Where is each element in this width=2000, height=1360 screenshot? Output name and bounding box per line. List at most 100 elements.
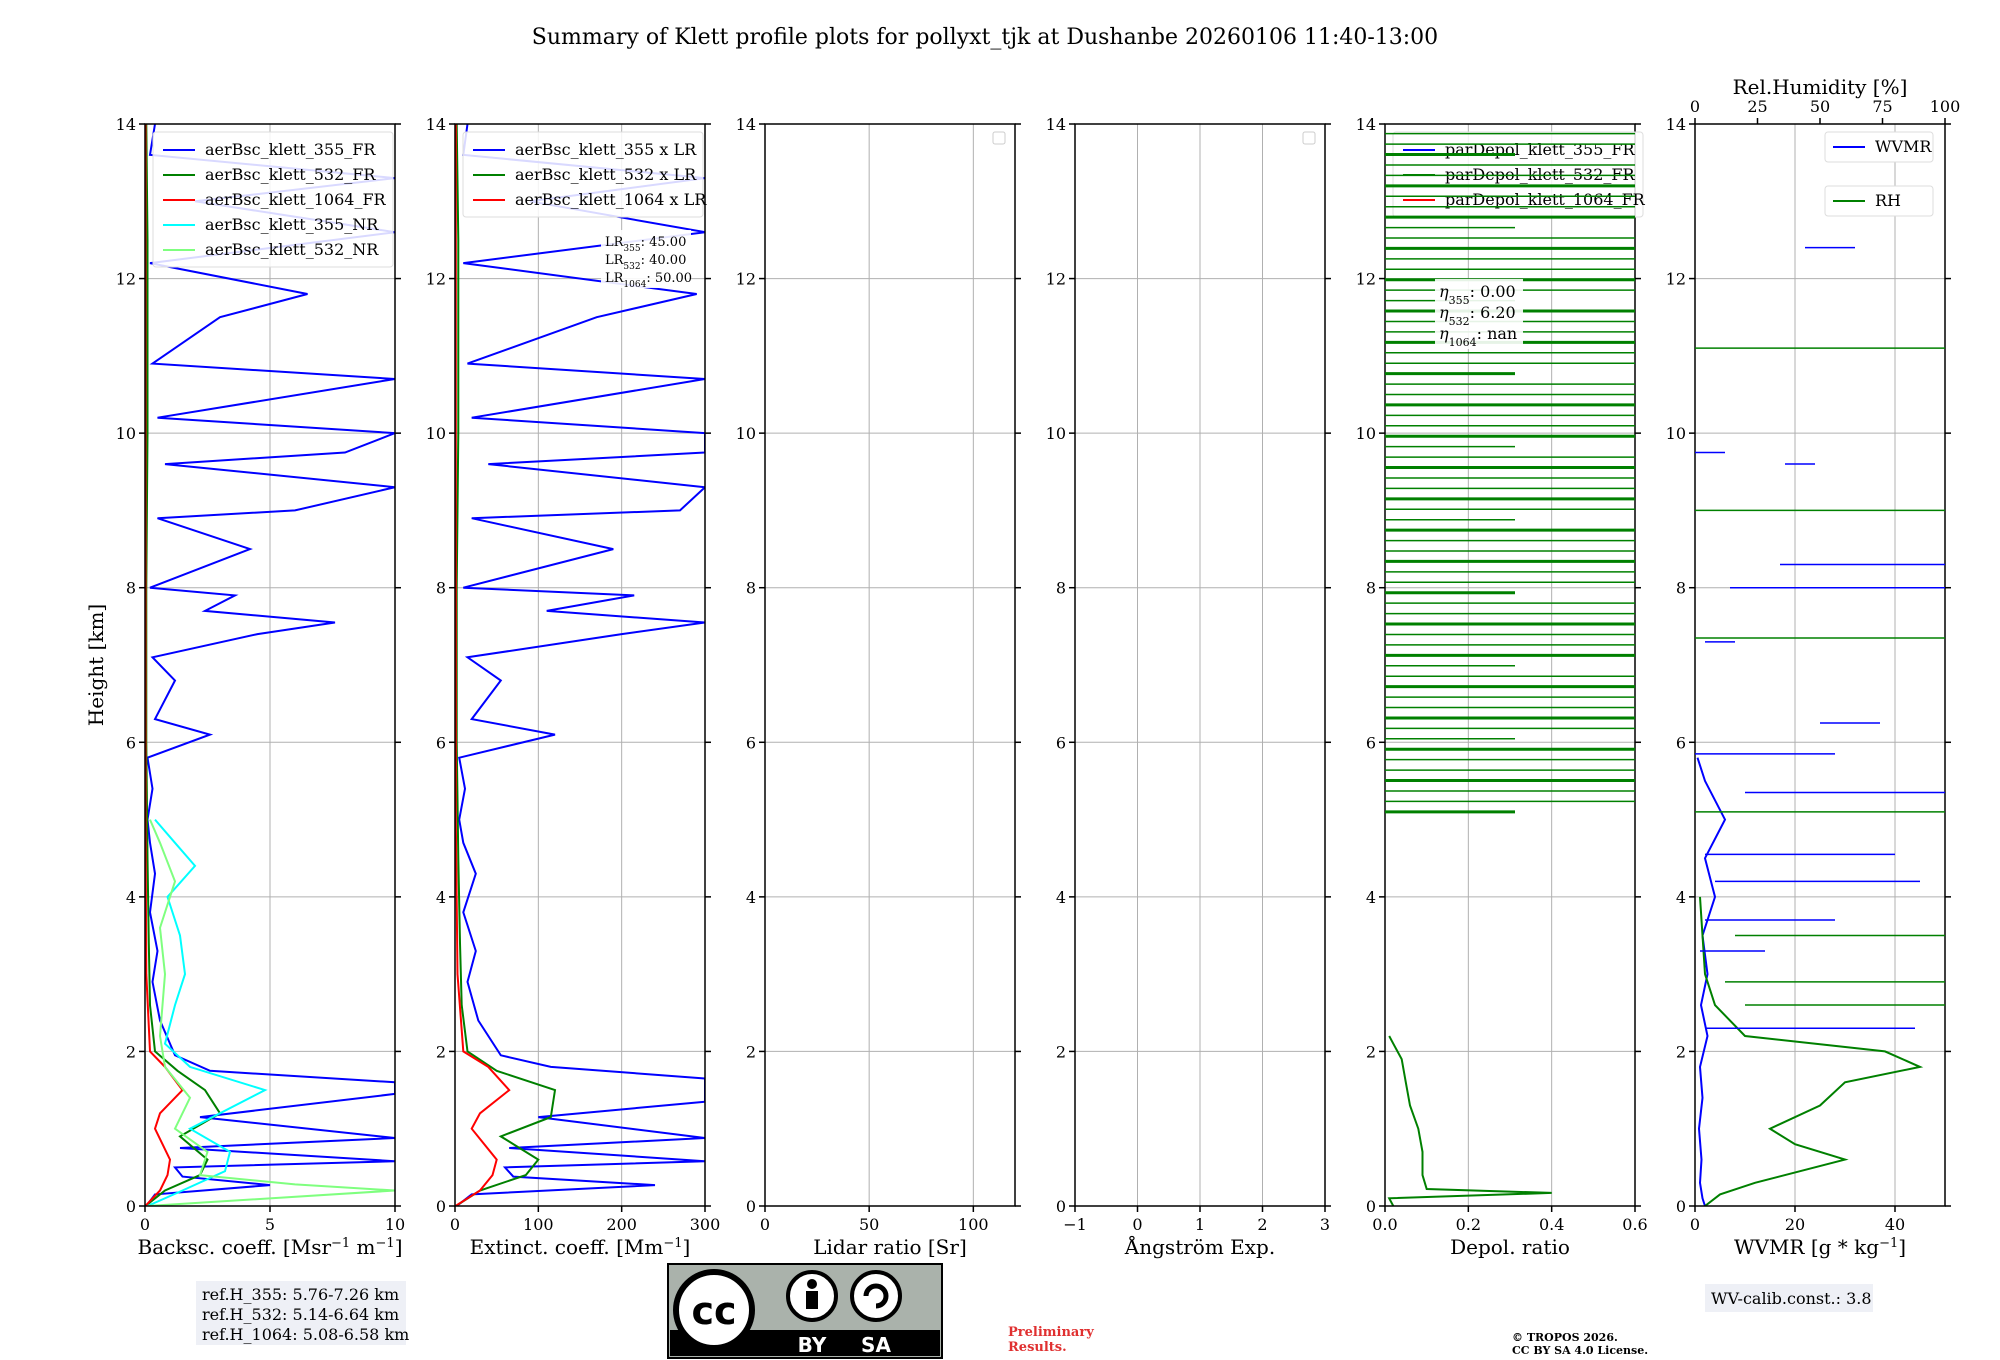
wv-xlabel-xlabel_sup1: −1 xyxy=(1879,1236,1898,1251)
ang-empty-legend xyxy=(1302,131,1316,145)
bsc-xlabel-xlabel_main: Backsc. coeff. [Msr xyxy=(138,1235,332,1259)
depol-frame xyxy=(1384,123,1636,1207)
ext-ytick-label: 2 xyxy=(436,1042,446,1061)
by-person-head xyxy=(807,1279,817,1289)
ext-series-2 xyxy=(455,124,511,1206)
lr-annotation-box xyxy=(601,230,691,288)
copyright-line1: © TROPOS 2026. xyxy=(1512,1331,1618,1344)
figure-title: Summary of Klett profile plots for polly… xyxy=(532,25,1438,50)
ext-ytick-label: 8 xyxy=(436,579,446,598)
cc-letters: cc xyxy=(691,1289,736,1333)
lr-ytick-label: 6 xyxy=(746,733,756,752)
ext-xlabel-xlabel_sup1: −1 xyxy=(663,1236,682,1251)
eta-value-355: 0.00 xyxy=(1480,282,1516,301)
ang-ytick-label: 4 xyxy=(1056,888,1066,907)
depol-ytick-label: 14 xyxy=(1356,115,1376,134)
bsc-xlabel-xlabel_mid: m xyxy=(350,1235,375,1259)
badge-sa-text: SA xyxy=(861,1333,891,1357)
bsc-series-4 xyxy=(147,819,395,1206)
depol-xtick-label: 0.6 xyxy=(1622,1215,1647,1234)
eta-value-532: 6.20 xyxy=(1480,303,1516,322)
bsc-ytick-label: 10 xyxy=(116,424,136,443)
depol-xtick-label: 0.0 xyxy=(1372,1215,1397,1234)
ext-xlabel: Extinct. coeff. [Mm−1] xyxy=(470,1235,691,1259)
depol-legend-label: parDepol_klett_1064_FR xyxy=(1445,190,1646,209)
depol-xtick-label: 0.4 xyxy=(1539,1215,1564,1234)
bsc-legend-label: aerBsc_klett_1064_FR xyxy=(205,190,387,209)
depol-series-0 xyxy=(1387,1035,1552,1206)
eta-annotation-line: η532: 6.20 xyxy=(1439,303,1516,328)
lr-frame xyxy=(764,123,1016,1207)
ang-xtick-label: 2 xyxy=(1257,1215,1267,1234)
ext-series-0 xyxy=(456,124,705,1206)
ext-xtick-label: 200 xyxy=(606,1215,637,1234)
wv-top-xtick-label: 75 xyxy=(1872,97,1892,116)
bsc-legend-label: aerBsc_klett_355_FR xyxy=(205,140,376,159)
wv-top-xlabel: Rel.Humidity [%] xyxy=(1733,75,1908,99)
ext-series-1 xyxy=(455,124,557,1206)
ang-ytick-label: 2 xyxy=(1056,1042,1066,1061)
bsc-xlabel-xlabel_end: ] xyxy=(395,1235,403,1259)
cc-license-badge: cc BY SA xyxy=(667,1263,943,1359)
depol-ytick-label: 6 xyxy=(1366,733,1376,752)
depol-ytick-label: 4 xyxy=(1366,888,1376,907)
ang-xtick-label: 1 xyxy=(1195,1215,1205,1234)
ext-ytick-label: 6 xyxy=(436,733,446,752)
ext-legend-label: aerBsc_klett_532 x LR xyxy=(515,165,697,184)
ang-xlabel-xlabel_main: Ångström Exp. xyxy=(1124,1234,1275,1259)
ang-ytick-label: 6 xyxy=(1056,733,1066,752)
ext-ytick-label: 10 xyxy=(426,424,446,443)
sa-recycle-arrow xyxy=(863,1283,889,1309)
ext-legend-label: aerBsc_klett_1064 x LR xyxy=(515,190,707,209)
lr-value-1064: 50.00 xyxy=(655,271,692,286)
panel-depol: 0.0 0.2 0.4 0.6 0 2 4 6 8 10 12 14 Depol. ratio parDe… xyxy=(1356,115,1648,1259)
bsc-series-0 xyxy=(145,124,395,1206)
ref-h-532: ref.H_532: 5.14-6.64 km xyxy=(202,1305,399,1324)
lr-xlabel-xlabel_main: Lidar ratio [Sr] xyxy=(813,1235,967,1259)
ext-legend-label: aerBsc_klett_355 x LR xyxy=(515,140,697,159)
ext-legend-box xyxy=(462,131,704,218)
wv-top-xtick-label: 25 xyxy=(1747,97,1767,116)
cc-circle-icon xyxy=(673,1269,755,1351)
wv-legend-box xyxy=(1824,131,1934,163)
bsc-ytick-label: 8 xyxy=(126,579,136,598)
ext-ytick-label: 0 xyxy=(436,1197,446,1216)
wv-legend-label: WVMR xyxy=(1875,137,1932,156)
sa-recycle-icon xyxy=(850,1270,902,1322)
bsc-xtick-label: 5 xyxy=(265,1215,275,1234)
lr-value-532: 40.00 xyxy=(649,253,686,268)
wv-series-0 xyxy=(1696,757,1727,1206)
ref-box-background xyxy=(196,1281,406,1345)
lr-empty-legend xyxy=(992,131,1006,145)
ext-xtick-label: 100 xyxy=(523,1215,554,1234)
bsc-xtick-label: 0 xyxy=(140,1215,150,1234)
eta-annotation-box xyxy=(1435,279,1523,349)
copyright-line2: CC BY SA 4.0 License. xyxy=(1512,1344,1648,1357)
bsc-legend-label: aerBsc_klett_355_NR xyxy=(205,215,379,234)
bsc-ytick-label: 6 xyxy=(126,733,136,752)
lr-ytick-label: 12 xyxy=(736,270,756,289)
eta-annotation-line: η355: 0.00 xyxy=(1439,282,1516,307)
ang-xlabel: Ångström Exp. xyxy=(1124,1234,1275,1259)
ang-ytick-label: 12 xyxy=(1046,270,1066,289)
bsc-legend-label: aerBsc_klett_532_NR xyxy=(205,240,379,259)
preliminary-line1: Preliminary xyxy=(1008,1325,1094,1340)
wv-ytick-label: 2 xyxy=(1676,1042,1686,1061)
depol-xlabel-xlabel_main: Depol. ratio xyxy=(1450,1235,1570,1259)
panel-lr: 0 50 100 0 2 4 6 8 10 12 14 Lidar ratio [Sr] xyxy=(736,115,1021,1259)
lr-ytick-label: 8 xyxy=(746,579,756,598)
y-axis-label: Height [km] xyxy=(84,604,108,726)
ext-xlabel-xlabel_end: ] xyxy=(683,1235,691,1259)
bsc-ytick-label: 0 xyxy=(126,1197,136,1216)
bsc-legend-box xyxy=(152,131,394,268)
bsc-series-3 xyxy=(147,818,268,1206)
eta-annotation-line: η1064: nan xyxy=(1439,324,1517,349)
ext-xtick-label: 0 xyxy=(450,1215,460,1234)
lr-xtick-label: 50 xyxy=(859,1215,879,1234)
lr-annotation-line: LR355: 45.00 xyxy=(605,235,686,254)
wv-xtick-label: 40 xyxy=(1885,1215,1905,1234)
by-person-body xyxy=(806,1291,818,1309)
